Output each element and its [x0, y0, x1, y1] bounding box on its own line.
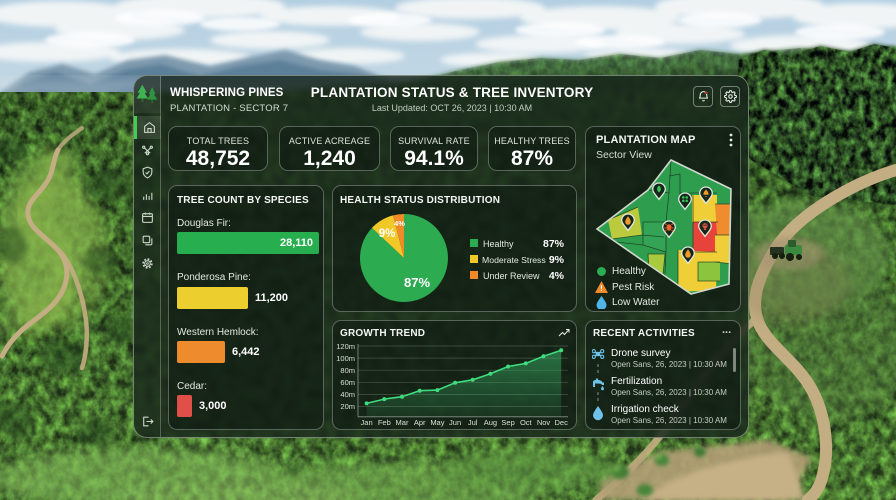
svg-text:Aug: Aug [484, 418, 497, 427]
svg-text:9%: 9% [379, 228, 396, 240]
svg-text:80m: 80m [340, 366, 355, 375]
svg-text:Feb: Feb [378, 418, 391, 427]
svg-text:100m: 100m [336, 354, 355, 363]
svg-text:May: May [430, 418, 444, 427]
svg-text:4%: 4% [394, 219, 405, 228]
svg-text:Sep: Sep [501, 418, 514, 427]
svg-text:Nov: Nov [537, 418, 551, 427]
svg-text:40m: 40m [340, 390, 355, 399]
svg-text:Jan: Jan [361, 418, 373, 427]
svg-text:Oct: Oct [520, 418, 533, 427]
svg-text:Dec: Dec [555, 418, 569, 427]
svg-text:Apr: Apr [414, 418, 426, 427]
svg-text:20m: 20m [340, 402, 355, 411]
svg-text:60m: 60m [340, 378, 355, 387]
svg-text:120m: 120m [336, 342, 355, 351]
svg-text:Jul: Jul [468, 418, 478, 427]
svg-text:Jun: Jun [449, 418, 461, 427]
svg-text:87%: 87% [404, 275, 430, 290]
svg-text:Mar: Mar [396, 418, 409, 427]
svg-text:!: ! [600, 284, 603, 293]
